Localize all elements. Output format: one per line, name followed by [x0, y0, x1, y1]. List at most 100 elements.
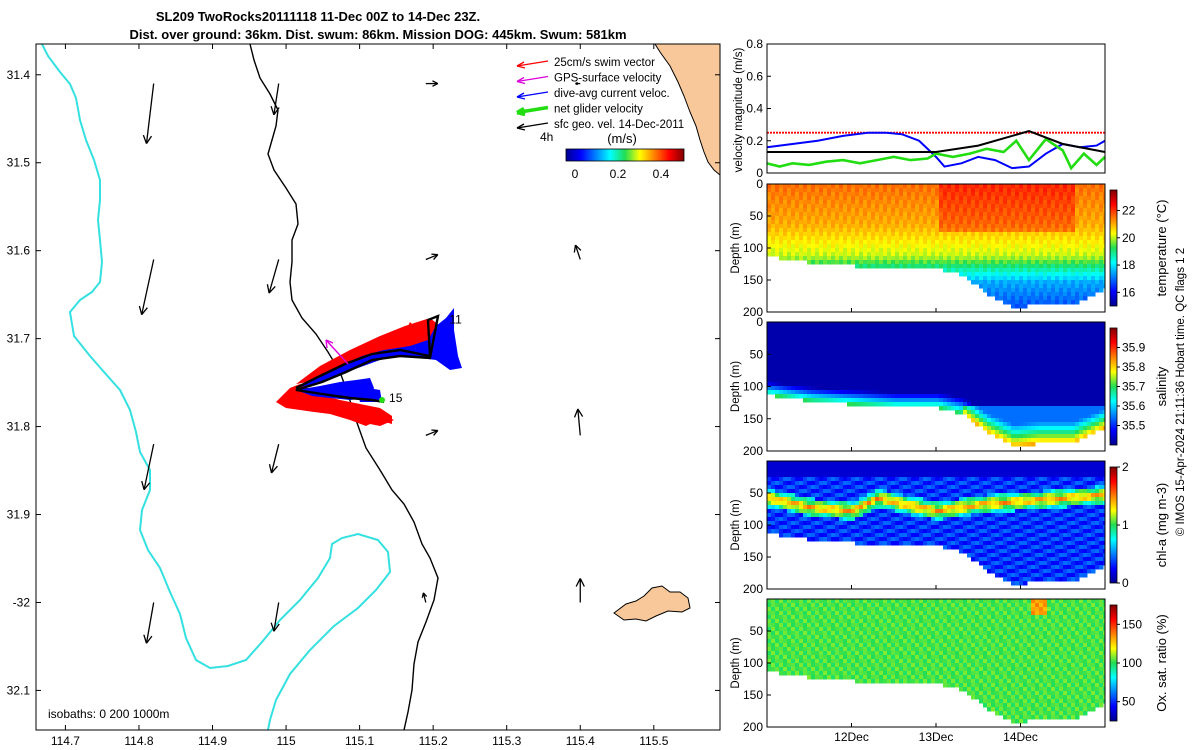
map-xtick-label: 115.3: [492, 734, 521, 748]
colorbar-tick-label: 20: [1122, 231, 1136, 245]
section-ytick-label: 100: [743, 241, 763, 255]
section-ytick-label: 100: [743, 656, 763, 670]
geo-vector: [425, 253, 439, 261]
section-ytick-label: 200: [743, 305, 763, 319]
colorbar-tick-label: 35.5: [1122, 419, 1146, 433]
geo-vector: [573, 244, 582, 260]
colorbar-tick-label: 2: [1122, 460, 1129, 474]
section-cbar-label: salinity: [1154, 366, 1169, 406]
track-labels: 11 15: [389, 313, 462, 405]
map-title-line2: Dist. over ground: 36km. Dist. swum: 86k…: [129, 27, 626, 42]
colorbar-tick-label: 100: [1122, 656, 1142, 670]
map-x-axis: 114.7 114.8 114.9 115 115.1 115.2 115.3 115.4 11…: [51, 44, 669, 748]
section-colorbar: [1109, 189, 1118, 307]
colorbar-unit-label: (m/s): [607, 131, 637, 146]
colorbar-tick-label: 50: [1122, 695, 1136, 709]
section-ytick-label: 200: [743, 444, 763, 458]
colorbar-tick-label: 35.7: [1122, 380, 1146, 394]
colorbar-tick-label: 35.9: [1122, 341, 1146, 355]
map-ytick-label: 31.5: [7, 156, 31, 170]
map-y-axis: 31.4 31.5 31.6 31.7 31.8 31.9 -32 32.1: [7, 68, 720, 697]
map-title-line1: SL209 TwoRocks20111118 11-Dec 00Z to 14-…: [156, 9, 480, 24]
track-label: 11: [449, 313, 462, 327]
section-ytick-label: 100: [743, 518, 763, 532]
legend-item: 25cm/s swim vector: [516, 57, 655, 69]
section-panel-chl-a: 50 100 150 200 Depth (m) 0 1 2 chl-a (mg m-3): [730, 460, 1169, 596]
colorbar-tick-0: 0: [572, 167, 579, 181]
speed-colorbar: 4h (m/s) 0 0.2 0.4: [540, 130, 685, 181]
section-ytick-label: 50: [750, 347, 764, 361]
geo-vector: [425, 80, 439, 87]
geo-vector: [270, 83, 280, 116]
section-ytick-label: 0: [756, 177, 763, 191]
section-xtick-label: 14Dec: [1003, 730, 1038, 744]
isobaths-label: isobaths: 0 200 1000m: [48, 707, 169, 721]
velocity-ytick-label: 0.4: [746, 102, 763, 116]
geo-vector: [268, 444, 280, 474]
velocity-ytick-label: 0.2: [746, 134, 763, 148]
map-ytick-label: 31.4: [7, 68, 31, 82]
section-ylabel: Depth (m): [730, 499, 742, 550]
geo-vector: [421, 592, 428, 603]
colorbar-tick-label: 35.8: [1122, 360, 1146, 374]
velocity-series-dive-avg-current: [766, 131, 1106, 170]
section-panel-salinity: 0 50 100 150 200 Depth (m) 35.5 35.6 35.7 35.8 35.…: [730, 315, 1169, 458]
section-colorbar: [1109, 466, 1118, 584]
coast-land: [654, 44, 720, 176]
svg-text:net glider velocity: net glider velocity: [554, 104, 643, 116]
section-ytick-label: 150: [743, 412, 763, 426]
map-xtick-label: 115.2: [419, 734, 448, 748]
colorbar-tick-2: 0.4: [653, 167, 670, 181]
section-ytick-label: 50: [750, 624, 764, 638]
colorbar-tick-label: 1: [1122, 518, 1129, 532]
section-panel-temperature: 0 50 100 150 200 Depth (m) 16 18 20 22 temperature…: [730, 177, 1169, 319]
legend-item: GPS-surface velocity: [516, 73, 662, 85]
coastline-0m: [41, 44, 392, 730]
map-ytick-label: 31.9: [7, 508, 31, 522]
colorbar-tick-label: 35.6: [1122, 399, 1146, 413]
geo-vector: [141, 444, 155, 491]
section-cbar-label: chl-a (mg m-3): [1154, 483, 1169, 568]
legend-item: net glider velocity: [516, 104, 643, 117]
isobath-200m: [249, 44, 439, 730]
section-colorbar: [1109, 327, 1118, 446]
legend-item: dive-avg current veloc.: [516, 88, 670, 100]
track-label: 15: [389, 391, 403, 405]
map-ytick-label: 31.7: [7, 332, 31, 346]
section-ytick-label: 100: [743, 380, 763, 394]
net-velocity-marker: [379, 397, 385, 403]
geo-vector: [143, 602, 155, 644]
colorbar-tick-1: 0.2: [610, 167, 627, 181]
map-xtick-label: 114.9: [198, 734, 227, 748]
section-colorbar: [1109, 604, 1118, 722]
section-ytick-label: 50: [750, 209, 764, 223]
colorbar-tick-label: 16: [1122, 285, 1136, 299]
island-land: [613, 585, 691, 622]
geo-vector: [573, 408, 584, 436]
svg-text:GPS-surface velocity: GPS-surface velocity: [554, 73, 662, 85]
section-ytick-label: 50: [750, 486, 764, 500]
section-ytick-label: 150: [743, 550, 763, 564]
velocity-ylabel: velocity magnitude (m/s): [733, 48, 745, 173]
section-cbar-label: temperature (°C): [1154, 200, 1169, 297]
map-xtick-label: 114.7: [51, 734, 80, 748]
geo-vector: [138, 259, 155, 316]
velocity-series-net-glider: [766, 137, 1106, 171]
section-ytick-label: 150: [743, 688, 763, 702]
section-ytick-label: 0: [756, 315, 763, 329]
geo-vector: [266, 259, 280, 294]
section-cbar-label: Ox. sat. ratio (%): [1154, 614, 1169, 712]
glider-track: [295, 314, 440, 404]
velocity-panel: 0 0.2 0.4 0.6 0.8 velocity magnitude (m/s): [733, 37, 1106, 180]
map-ytick-label: 31.8: [7, 420, 31, 434]
section-ytick-label: 200: [743, 720, 763, 734]
section-ytick-label: 150: [743, 273, 763, 287]
map-xtick-label: 115: [276, 734, 295, 748]
map-xtick-label: 115.4: [566, 734, 595, 748]
map-ytick-label: 32.1: [7, 683, 31, 697]
section-panel-oxygen-saturation: 50 100 150 200 12Dec 13Dec 14Dec Depth (m) 50 100…: [730, 598, 1169, 744]
map-xtick-label: 115.1: [345, 734, 374, 748]
map-ytick-label: 31.6: [7, 244, 31, 258]
